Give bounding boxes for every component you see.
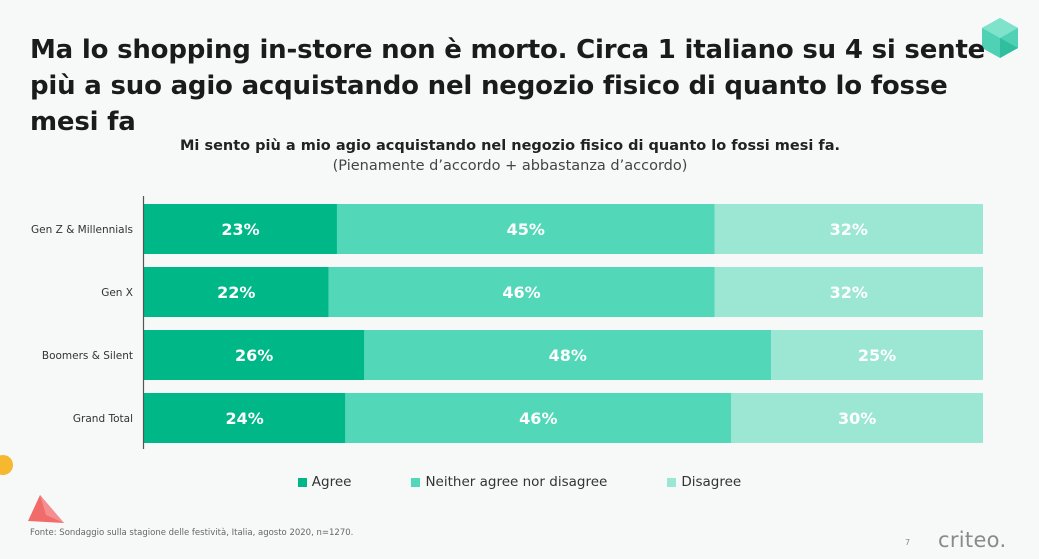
- footnote: Fonte: Sondaggio sulla stagione delle fe…: [30, 528, 354, 538]
- bar-segment: [144, 330, 365, 380]
- legend-item: Disagree: [667, 474, 741, 490]
- data-label: 32%: [830, 283, 868, 302]
- bar-segment: [144, 393, 346, 443]
- bar-segment: [336, 204, 715, 254]
- legend-label: Neither agree nor disagree: [425, 474, 608, 490]
- bar-segment: [144, 267, 329, 317]
- legend-item: Neither agree nor disagree: [411, 474, 607, 490]
- data-label: 45%: [507, 220, 545, 239]
- legend-swatch: [297, 477, 307, 487]
- data-label: 46%: [519, 409, 557, 428]
- data-label: 24%: [226, 409, 264, 428]
- bar-segment: [328, 267, 715, 317]
- legend-label: Agree: [311, 474, 352, 490]
- bar-segment: [364, 330, 772, 380]
- bar-segment: [731, 393, 983, 443]
- data-label: 48%: [549, 346, 587, 365]
- decorative-circle-icon: [0, 455, 13, 475]
- data-label: 46%: [502, 283, 540, 302]
- data-label: 22%: [217, 283, 255, 302]
- bar-segment: [714, 204, 983, 254]
- decorative-gem-icon: [982, 18, 1018, 58]
- chart-subtitle: (Pienamente d’accordo + abbastanza d’acc…: [332, 158, 688, 174]
- bar-segment: [771, 330, 983, 380]
- legend-swatch: [411, 477, 421, 487]
- data-label: 30%: [838, 409, 876, 428]
- data-label: 26%: [235, 346, 273, 365]
- legend-item: Agree: [297, 474, 352, 490]
- chart-title: Mi sento più a mio agio acquistando nel …: [180, 138, 840, 154]
- bar-segment: [345, 393, 732, 443]
- bar-segment: [714, 267, 983, 317]
- chart-legend: Agree Neither agree nor disagree Disagree: [0, 474, 1039, 491]
- category-label: Gen X: [101, 287, 133, 299]
- legend-label: Disagree: [681, 474, 742, 490]
- category-label: Gen Z & Millennials: [31, 224, 133, 236]
- data-label: 25%: [858, 346, 896, 365]
- criteo-logo: criteo.: [938, 528, 1007, 552]
- page-number: 7: [905, 538, 911, 547]
- decorative-triangle-icon: [28, 495, 64, 523]
- data-label: 32%: [830, 220, 868, 239]
- category-label: Grand Total: [73, 413, 133, 425]
- category-label: Boomers & Silent: [42, 350, 133, 362]
- bar-segment: [144, 204, 337, 254]
- data-label: 23%: [221, 220, 259, 239]
- page-title: Ma lo shopping in-store non è morto. Cir…: [30, 35, 986, 137]
- legend-swatch: [667, 477, 677, 487]
